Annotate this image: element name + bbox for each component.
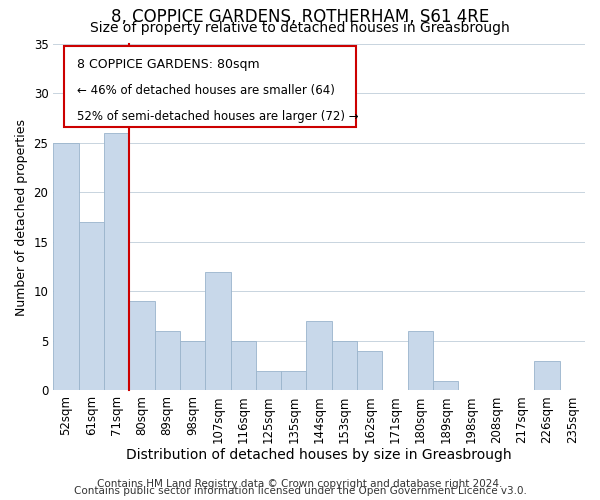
Bar xyxy=(408,331,433,390)
FancyBboxPatch shape xyxy=(64,46,356,127)
Y-axis label: Number of detached properties: Number of detached properties xyxy=(15,118,28,316)
Bar xyxy=(79,222,104,390)
Bar xyxy=(281,370,307,390)
Bar xyxy=(230,341,256,390)
Bar xyxy=(535,361,560,390)
Text: Contains public sector information licensed under the Open Government Licence v3: Contains public sector information licen… xyxy=(74,486,526,496)
Text: Contains HM Land Registry data © Crown copyright and database right 2024.: Contains HM Land Registry data © Crown c… xyxy=(97,479,503,489)
Text: ← 46% of detached houses are smaller (64): ← 46% of detached houses are smaller (64… xyxy=(77,84,335,97)
Text: Size of property relative to detached houses in Greasbrough: Size of property relative to detached ho… xyxy=(90,21,510,35)
Bar xyxy=(205,272,230,390)
Bar xyxy=(104,133,129,390)
Bar xyxy=(180,341,205,390)
Bar xyxy=(129,302,155,390)
Text: 8 COPPICE GARDENS: 80sqm: 8 COPPICE GARDENS: 80sqm xyxy=(77,58,260,71)
Text: 52% of semi-detached houses are larger (72) →: 52% of semi-detached houses are larger (… xyxy=(77,110,359,123)
Bar xyxy=(307,321,332,390)
Bar xyxy=(433,380,458,390)
Text: 8, COPPICE GARDENS, ROTHERHAM, S61 4RE: 8, COPPICE GARDENS, ROTHERHAM, S61 4RE xyxy=(111,8,489,26)
Bar xyxy=(53,143,79,390)
Bar xyxy=(357,351,382,391)
Bar xyxy=(256,370,281,390)
Bar xyxy=(332,341,357,390)
X-axis label: Distribution of detached houses by size in Greasbrough: Distribution of detached houses by size … xyxy=(127,448,512,462)
Bar xyxy=(155,331,180,390)
